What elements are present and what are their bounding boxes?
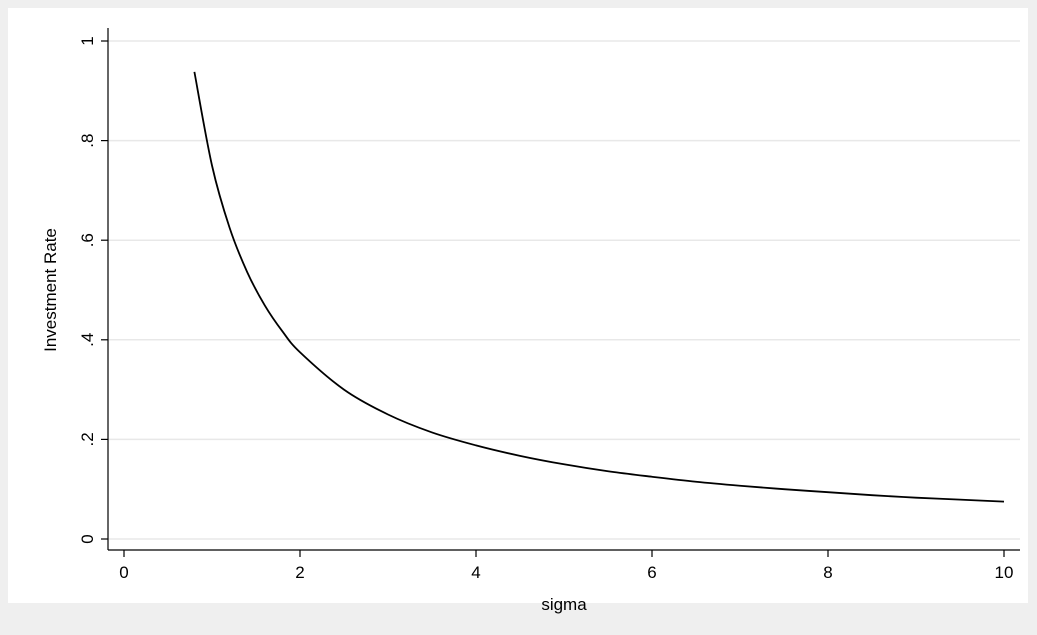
x-tick-label: 0: [119, 563, 128, 582]
x-tick-label: 2: [295, 563, 304, 582]
y-tick-label: .4: [78, 333, 97, 347]
curve-layer: [193, 71, 1005, 503]
y-tick-label: 1: [78, 36, 97, 45]
gridlines: [108, 40, 1020, 540]
axes: [107, 28, 1020, 551]
y-tick-label: .2: [78, 432, 97, 446]
x-tick-label: 10: [995, 563, 1014, 582]
plot-background: [8, 8, 1028, 603]
y-tick-label: .8: [78, 134, 97, 148]
x-tick-label: 8: [823, 563, 832, 582]
series-line: [193, 71, 1005, 503]
x-axis-title: sigma: [541, 595, 587, 614]
y-tick-label: .6: [78, 233, 97, 247]
x-tick-label: 4: [471, 563, 480, 582]
y-ticks: 0 .2 .4 .6 .8 1: [78, 36, 108, 544]
x-tick-label: 6: [647, 563, 656, 582]
y-axis-title: Investment Rate: [41, 228, 60, 352]
y-tick-label: 0: [78, 534, 97, 543]
x-ticks: 0 2 4 6 8 10: [119, 550, 1013, 582]
